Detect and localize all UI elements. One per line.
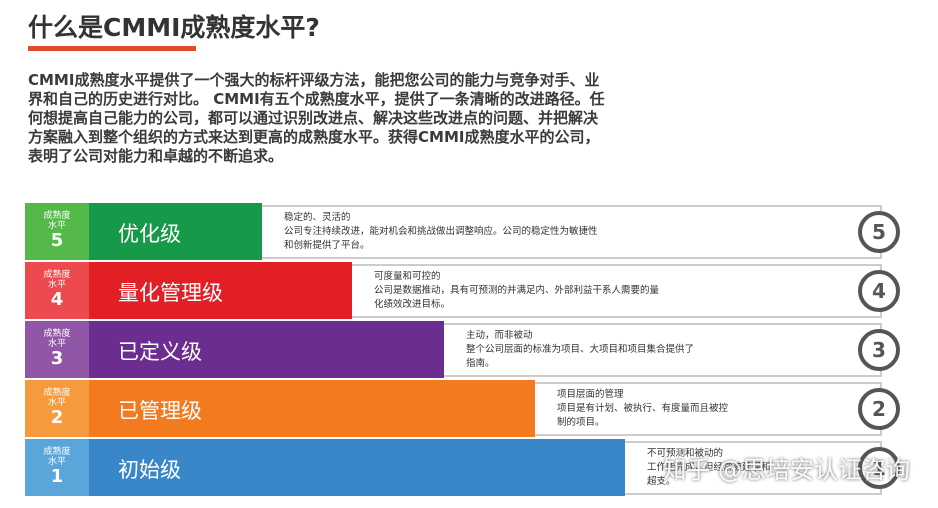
level-label: 成熟度 <box>43 447 71 457</box>
level-description: 整个公司层面的标准为项目、大项目和项目集合提供了 <box>466 344 695 355</box>
level-description: 工作能完成，但经常被延误和 <box>647 462 771 473</box>
level-band <box>444 323 882 377</box>
level-description: 项目层面的管理 <box>557 389 624 400</box>
level-description: 指南。 <box>466 358 495 369</box>
level-description: 稳定的、灵活的 <box>284 212 351 223</box>
level-bar <box>25 380 535 437</box>
level-badge: 4 <box>858 270 900 312</box>
level-box: 成熟度 水平 3 <box>25 321 89 378</box>
level-band <box>535 382 882 436</box>
level-label: 水平 <box>47 339 66 349</box>
watermark: 知乎 @思培安认证咨询 <box>662 456 910 484</box>
level-name: 已定义级 <box>118 340 202 364</box>
title-underline <box>28 46 196 51</box>
level-name: 初始级 <box>118 458 181 482</box>
intro-line: 何想提高自己能力的公司，都可以通过识别改进点、解决这些改进点的问题、并把解决 <box>28 109 599 127</box>
level-description: 可度量和可控的 <box>374 271 441 282</box>
level-badge: 2 <box>858 388 900 430</box>
level-bar <box>25 439 625 496</box>
level-label: 水平 <box>47 457 66 467</box>
level-description: 项目是有计划、被执行、有度量而且被控 <box>557 403 729 414</box>
title: 什么是CMMI成熟度水平? <box>28 13 320 42</box>
level-description: 化绩效改进目标。 <box>374 299 451 310</box>
level-name: 优化级 <box>118 222 181 246</box>
level-description: 和创新提供了平台。 <box>284 240 370 251</box>
level-description: 超支。 <box>647 476 676 487</box>
level-band <box>625 441 882 495</box>
level-badge: 1 <box>858 447 900 489</box>
intro-line: 方案融入到整个组织的方式来达到更高的成熟度水平。获得CMMI成熟度水平的公司， <box>28 128 600 146</box>
level-box: 成熟度 水平 1 <box>25 439 89 496</box>
level-description: 不可预测和被动的 <box>647 448 724 459</box>
level-label: 成熟度 <box>43 329 71 339</box>
level-label: 水平 <box>47 221 66 231</box>
intro-line: 表明了公司对能力和卓越的不断追求。 <box>28 147 284 165</box>
level-number: 4 <box>50 289 64 310</box>
level-band <box>352 264 882 318</box>
level-box: 成熟度 水平 2 <box>25 380 89 437</box>
level-label: 水平 <box>47 280 66 290</box>
level-label: 成熟度 <box>43 211 71 221</box>
level-description: 制的项目。 <box>557 417 605 428</box>
level-box: 成熟度 水平 4 <box>25 262 89 319</box>
level-label: 成熟度 <box>43 270 71 280</box>
level-name: 已管理级 <box>118 399 202 423</box>
level-box: 成熟度 水平 5 <box>25 203 89 260</box>
level-number: 2 <box>50 407 64 428</box>
level-label: 水平 <box>47 398 66 408</box>
level-number: 1 <box>50 466 64 487</box>
level-band <box>262 205 882 259</box>
level-badge: 3 <box>858 329 900 371</box>
level-description: 公司专注持续改进，能对机会和挑战做出调整响应。公司的稳定性为敏捷性 <box>284 226 598 237</box>
intro-line: CMMI成熟度水平提供了一个强大的标杆评级方法，能把您公司的能力与竞争对手、业 <box>28 71 600 89</box>
level-description: 公司是数据推动，具有可预测的并满足内、外部利益干系人需要的量 <box>374 285 660 296</box>
level-badge: 5 <box>858 211 900 253</box>
level-description: 主动，而非被动 <box>466 330 533 341</box>
level-number: 5 <box>50 230 64 251</box>
intro-line: 界和自己的历史进行对比。 CMMI有五个成熟度水平，提供了一条清晰的改进路径。任 <box>28 90 605 108</box>
level-name: 量化管理级 <box>118 281 223 305</box>
level-bar <box>25 321 444 378</box>
level-number: 3 <box>50 348 64 369</box>
level-label: 成熟度 <box>43 388 71 398</box>
